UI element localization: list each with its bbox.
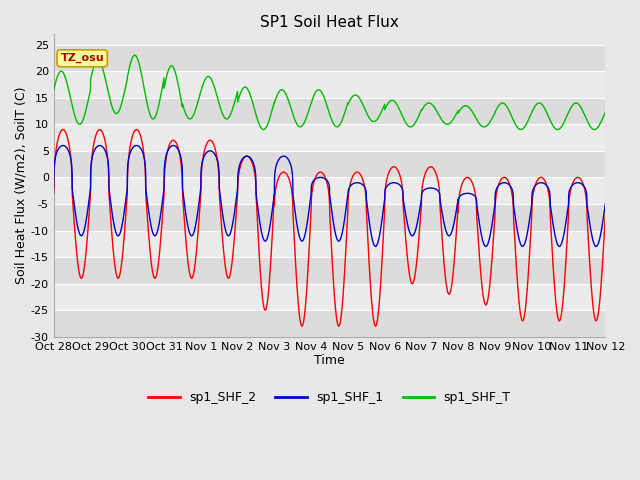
Bar <box>54 124 605 151</box>
Bar <box>54 178 605 204</box>
Bar <box>54 71 605 98</box>
Bar <box>54 257 605 284</box>
Bar <box>54 310 605 337</box>
Bar <box>54 151 605 178</box>
Bar <box>54 284 605 310</box>
Bar <box>54 45 605 71</box>
Y-axis label: Soil Heat Flux (W/m2), SoilT (C): Soil Heat Flux (W/m2), SoilT (C) <box>15 86 28 284</box>
Bar <box>54 230 605 257</box>
Text: TZ_osu: TZ_osu <box>60 53 104 63</box>
Bar <box>54 204 605 230</box>
Title: SP1 Soil Heat Flux: SP1 Soil Heat Flux <box>260 15 399 30</box>
Legend: sp1_SHF_2, sp1_SHF_1, sp1_SHF_T: sp1_SHF_2, sp1_SHF_1, sp1_SHF_T <box>143 386 516 409</box>
X-axis label: Time: Time <box>314 354 345 367</box>
Bar <box>54 98 605 124</box>
